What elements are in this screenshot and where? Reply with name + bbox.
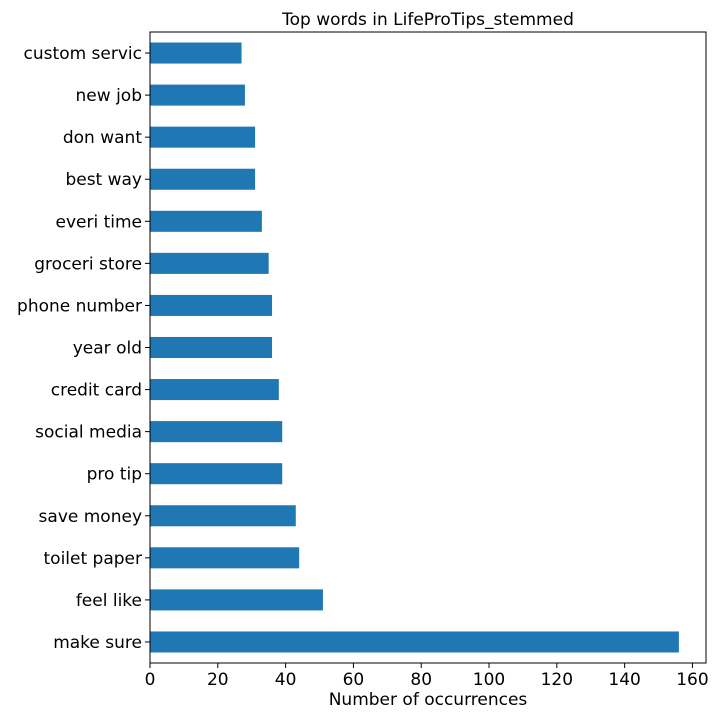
bar-best-way xyxy=(150,168,256,190)
bar-social-media xyxy=(150,421,283,443)
x-tick-label: 0 xyxy=(145,670,156,690)
bar-credit-card xyxy=(150,379,279,401)
y-tick-label: toilet paper xyxy=(44,549,143,569)
x-tick-label: 60 xyxy=(343,670,365,690)
bar-custom-servic xyxy=(150,42,242,64)
x-axis-ticks: 0 20 40 60 80 100 120 140 160 xyxy=(145,663,709,690)
x-tick-label: 160 xyxy=(676,670,708,690)
y-tick-label: best way xyxy=(65,170,142,190)
bar-everi-time xyxy=(150,210,262,232)
x-tick-label: 20 xyxy=(207,670,229,690)
bar-new-job xyxy=(150,84,245,106)
y-tick-label: credit card xyxy=(51,381,142,401)
y-axis-ticks: custom servic new job don want best way ever… xyxy=(17,44,150,653)
x-tick-label: 120 xyxy=(541,670,573,690)
y-tick-label: everi time xyxy=(55,212,142,232)
y-tick-label: year old xyxy=(73,339,142,359)
bar-phone-number xyxy=(150,294,273,316)
x-tick-label: 80 xyxy=(410,670,432,690)
bars-layer xyxy=(150,42,679,653)
y-tick-label: groceri store xyxy=(34,254,142,274)
bar-save-money xyxy=(150,505,296,527)
chart-title: Top words in LifeProTips_stemmed xyxy=(281,10,574,30)
y-tick-label: make sure xyxy=(53,633,142,653)
bar-toilet-paper xyxy=(150,547,300,569)
x-axis-label: Number of occurrences xyxy=(329,690,528,710)
y-tick-label: don want xyxy=(63,128,142,148)
y-tick-label: social media xyxy=(35,423,142,443)
bar-don-want xyxy=(150,126,256,148)
y-tick-label: phone number xyxy=(17,296,142,316)
x-tick-label: 40 xyxy=(275,670,297,690)
bar-make-sure xyxy=(150,631,679,653)
y-tick-label: custom servic xyxy=(24,44,142,64)
y-tick-label: pro tip xyxy=(87,465,142,485)
y-tick-label: save money xyxy=(39,507,142,527)
bar-feel-like xyxy=(150,589,323,611)
y-tick-label: new job xyxy=(76,86,142,106)
y-tick-label: feel like xyxy=(76,591,142,611)
x-tick-label: 140 xyxy=(608,670,640,690)
bar-pro-tip xyxy=(150,463,283,485)
x-tick-label: 100 xyxy=(473,670,505,690)
bar-year-old xyxy=(150,336,273,359)
bar-groceri-store xyxy=(150,252,269,274)
